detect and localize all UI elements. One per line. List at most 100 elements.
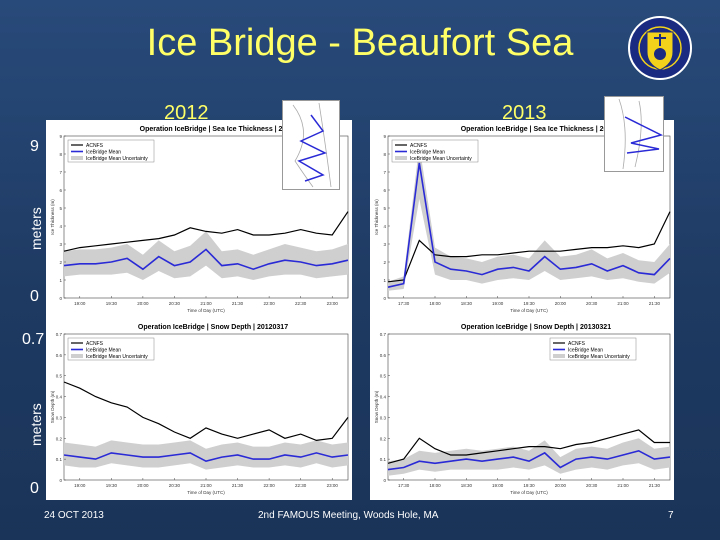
y-tick-label: 5 bbox=[383, 206, 386, 211]
legend-box bbox=[67, 139, 155, 163]
series-acnfs-line bbox=[63, 211, 349, 252]
x-tick-label: 20:30 bbox=[586, 483, 598, 488]
x-tick-label: 20:30 bbox=[586, 301, 598, 306]
x-tick-label: 20:00 bbox=[555, 301, 567, 306]
legend-label: IceBridge Mean Uncertainty bbox=[86, 354, 148, 360]
y-tick-label: 0.7 bbox=[380, 332, 387, 337]
snow-2012-chart: Operation IceBridge | Snow Depth | 20120… bbox=[50, 324, 349, 495]
y-tick-label: 0.7 bbox=[56, 332, 63, 337]
series-uncertainty-band bbox=[388, 145, 670, 291]
x-tick-label: 21:30 bbox=[232, 483, 244, 488]
x-axis-label: Time of Day (UTC) bbox=[510, 490, 548, 495]
y-axis-label: Ice Thickness (m) bbox=[50, 199, 55, 235]
thickness-2012-chart: Operation IceBridge | Sea Ice Thickness … bbox=[50, 126, 349, 313]
x-tick-label: 19:30 bbox=[523, 301, 535, 306]
x-axis-label: Time of Day (UTC) bbox=[510, 308, 548, 313]
y-axis-label: Snow Depth (m) bbox=[374, 390, 379, 423]
y-tick-label: 0.2 bbox=[380, 436, 387, 441]
y-tick-label: 0.1 bbox=[380, 457, 387, 462]
x-tick-label: 19:00 bbox=[74, 301, 86, 306]
thickness-axis-label: meters bbox=[28, 207, 44, 250]
x-tick-label: 17:30 bbox=[398, 301, 410, 306]
footer-page-number: 7 bbox=[668, 510, 674, 521]
y-tick-label: 0.4 bbox=[380, 395, 387, 400]
x-tick-label: 19:30 bbox=[106, 483, 118, 488]
legend-label: IceBridge Mean Uncertainty bbox=[410, 156, 472, 162]
y-tick-label: 0.5 bbox=[56, 374, 63, 379]
y-tick-label: 8 bbox=[59, 152, 62, 157]
x-tick-label: 22:30 bbox=[295, 301, 307, 306]
x-tick-label: 19:00 bbox=[74, 483, 86, 488]
series-icebridge-mean-line bbox=[387, 162, 671, 288]
y-tick-label: 0.2 bbox=[56, 436, 63, 441]
y-axis-label: Snow Depth (m) bbox=[50, 390, 55, 423]
chart-title: Operation IceBridge | Sea Ice Thickness … bbox=[461, 126, 612, 133]
x-tick-label: 22:00 bbox=[263, 301, 275, 306]
footer-date: 24 OCT 2013 bbox=[44, 510, 104, 521]
chart-panel-snow-2013: Operation IceBridge | Snow Depth | 20130… bbox=[370, 318, 674, 500]
legend-box bbox=[67, 337, 155, 361]
x-tick-label: 18:30 bbox=[461, 483, 473, 488]
footer-event: 2nd FAMOUS Meeting, Woods Hole, MA bbox=[258, 510, 439, 521]
y-tick-label: 0.5 bbox=[380, 374, 387, 379]
flight-track-map-2012 bbox=[282, 100, 340, 190]
chart-title: Operation IceBridge | Snow Depth | 20130… bbox=[461, 324, 611, 331]
y-tick-label: 3 bbox=[383, 242, 386, 247]
y-tick-label: 6 bbox=[383, 188, 386, 193]
y-tick-label: 0.6 bbox=[56, 353, 63, 358]
thickness-axis-min: 0 bbox=[30, 288, 39, 305]
x-tick-label: 22:30 bbox=[295, 483, 307, 488]
legend-label: IceBridge Mean bbox=[410, 150, 445, 156]
snow-axis-max: 0.7 bbox=[22, 331, 45, 348]
x-tick-label: 18:00 bbox=[429, 483, 441, 488]
x-axis-label: Time of Day (UTC) bbox=[187, 490, 225, 495]
x-axis-label: Time of Day (UTC) bbox=[187, 308, 225, 313]
y-tick-label: 0 bbox=[59, 478, 62, 483]
y-tick-label: 3 bbox=[59, 242, 62, 247]
y-tick-label: 5 bbox=[59, 206, 62, 211]
legend-label: ACNFS bbox=[568, 341, 586, 347]
snow-axis-label: meters bbox=[28, 403, 44, 446]
legend-label: ACNFS bbox=[86, 143, 104, 149]
y-tick-label: 1 bbox=[59, 278, 62, 283]
y-tick-label: 9 bbox=[59, 134, 62, 139]
year-label-2013: 2013 bbox=[502, 102, 547, 124]
x-tick-label: 20:00 bbox=[137, 483, 149, 488]
y-tick-label: 6 bbox=[59, 188, 62, 193]
x-tick-label: 20:00 bbox=[137, 301, 149, 306]
x-tick-label: 21:30 bbox=[232, 301, 244, 306]
flight-track-map-2013 bbox=[604, 96, 664, 172]
y-tick-label: 2 bbox=[59, 260, 62, 265]
x-tick-label: 19:00 bbox=[492, 483, 504, 488]
legend-label: IceBridge Mean Uncertainty bbox=[568, 354, 630, 360]
y-tick-label: 7 bbox=[59, 170, 62, 175]
x-tick-label: 17:30 bbox=[398, 483, 410, 488]
x-tick-label: 21:00 bbox=[617, 301, 629, 306]
series-icebridge-mean-line bbox=[63, 452, 349, 463]
y-tick-label: 7 bbox=[383, 170, 386, 175]
y-axis-label: Ice Thickness (m) bbox=[374, 199, 379, 235]
y-tick-label: 9 bbox=[383, 134, 386, 139]
series-acnfs-line bbox=[387, 211, 671, 283]
x-tick-label: 20:30 bbox=[169, 301, 181, 306]
x-tick-label: 21:30 bbox=[649, 483, 661, 488]
legend-box bbox=[391, 139, 479, 163]
x-tick-label: 21:00 bbox=[200, 483, 212, 488]
chart-panel-snow-2012: Operation IceBridge | Snow Depth | 20120… bbox=[46, 318, 352, 500]
chart-title: Operation IceBridge | Sea Ice Thickness … bbox=[140, 126, 287, 133]
y-tick-label: 0 bbox=[383, 296, 386, 301]
y-tick-label: 0.3 bbox=[56, 415, 63, 420]
series-acnfs-line bbox=[387, 429, 670, 464]
legend-label: ACNFS bbox=[86, 341, 104, 347]
y-tick-label: 2 bbox=[383, 260, 386, 265]
x-tick-label: 18:00 bbox=[429, 301, 441, 306]
x-tick-label: 20:00 bbox=[555, 483, 567, 488]
y-tick-label: 0.6 bbox=[380, 353, 387, 358]
y-tick-label: 4 bbox=[383, 224, 386, 229]
x-tick-label: 21:00 bbox=[617, 483, 629, 488]
series-uncertainty-band bbox=[64, 440, 348, 470]
series-uncertainty-band bbox=[64, 231, 348, 280]
x-tick-label: 20:30 bbox=[169, 483, 181, 488]
legend-label: IceBridge Mean bbox=[86, 348, 121, 354]
y-tick-label: 0.4 bbox=[56, 395, 63, 400]
